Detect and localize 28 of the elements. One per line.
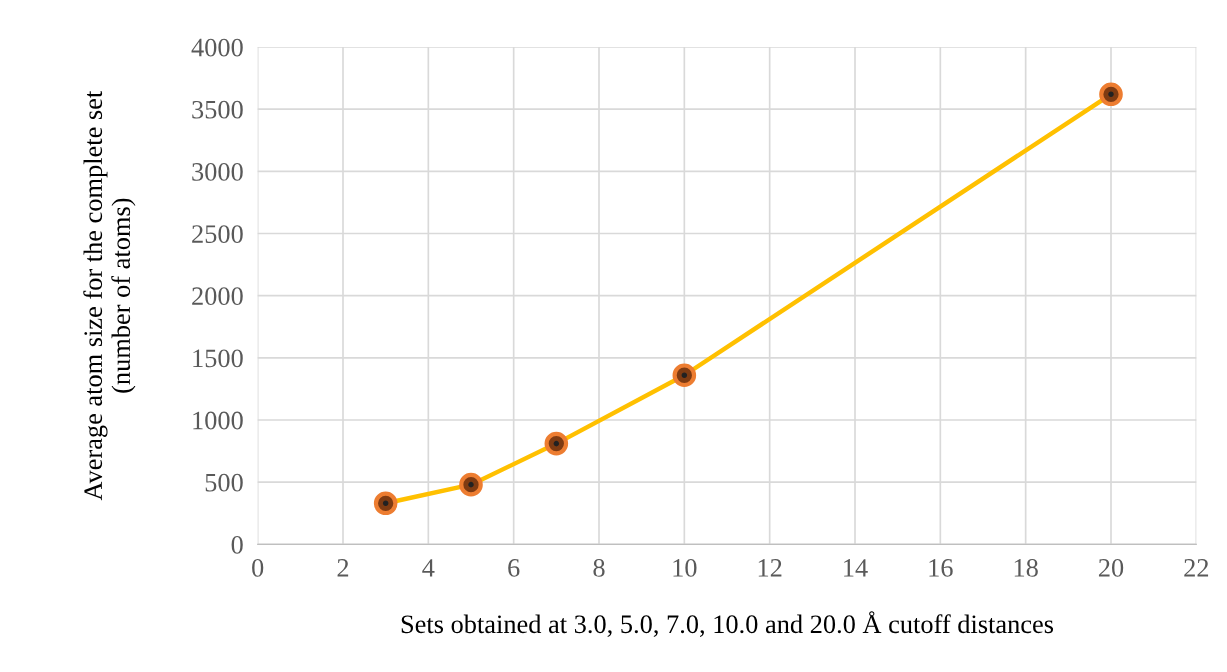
point	[459, 472, 483, 497]
x-tick-label: 16	[929, 559, 953, 577]
point	[672, 363, 697, 388]
y-tick-label: 3000	[192, 162, 243, 181]
x-tick-label: 4	[422, 559, 435, 577]
y-tick-label: 0	[231, 535, 243, 554]
point	[1099, 82, 1123, 107]
x-tick-label: 18	[1014, 558, 1038, 577]
y-tick-label: 500	[205, 473, 243, 492]
y-tick-label: 3500	[192, 100, 243, 119]
y-tick-label: 2000	[192, 287, 243, 306]
x-tick-label: 12	[758, 559, 782, 577]
x-tick-label: 8	[593, 558, 605, 577]
x-tick-label: 10	[673, 558, 697, 577]
x-tick-label: 22	[1184, 559, 1209, 577]
y-tick-label: 1500	[193, 349, 243, 368]
x-axis-title: Sets obtained at 3.0, 5.0, 7.0, 10.0 and 20.0 Å cutoff distances	[401, 611, 1054, 637]
point	[544, 431, 569, 456]
x-tick-label: 14	[844, 559, 868, 577]
x-tick-label: 0	[252, 558, 264, 577]
y-tick-label: 4000	[191, 38, 243, 57]
y-axis-title: Average atom size for the complete set (number of atoms)	[83, 90, 136, 501]
x-tick-label: 2	[337, 559, 349, 577]
y-tick-label: 2500	[192, 225, 243, 243]
point	[373, 491, 398, 516]
x-tick-label: 6	[508, 559, 520, 577]
y-tick-label: 1000	[193, 411, 243, 430]
x-tick-label: 20	[1098, 558, 1124, 577]
